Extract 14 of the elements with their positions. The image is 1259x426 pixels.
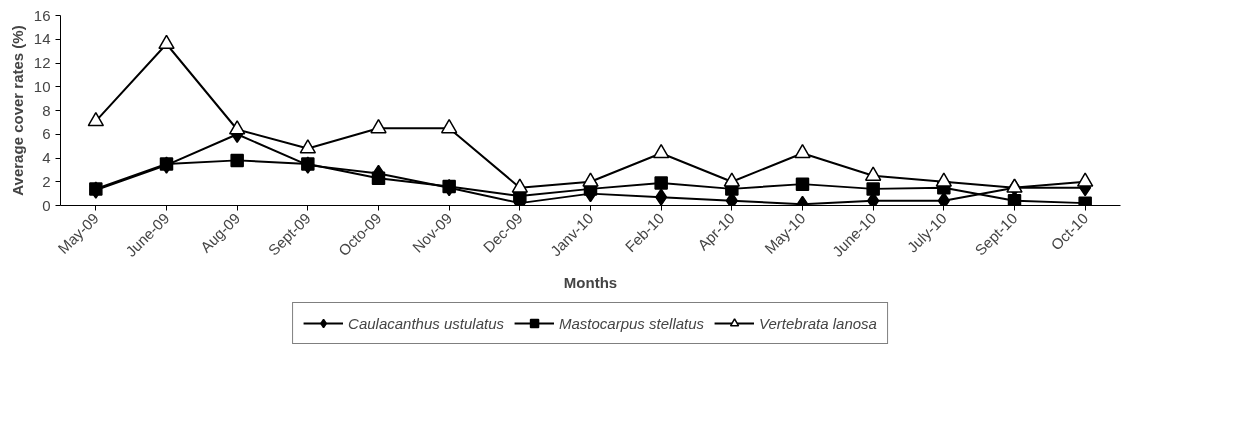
y-tick-label: 8: [42, 101, 51, 119]
x-axis-title: Months: [563, 273, 618, 291]
y-tick-label: 0: [42, 196, 51, 214]
y-tick-label: 2: [42, 172, 51, 190]
legend-label: Caulacanthus ustulatus: [348, 314, 504, 332]
y-axis-title: Average cover rates (%): [8, 25, 26, 196]
legend-label: Mastocarpus stellatus: [559, 314, 705, 332]
y-tick-label: 16: [33, 6, 51, 24]
legend-label: Vertebrata lanosa: [759, 314, 877, 332]
y-tick-label: 10: [33, 77, 51, 95]
y-tick-label: 6: [42, 125, 51, 143]
y-tick-label: 14: [33, 30, 51, 48]
y-tick-label: 4: [42, 149, 51, 166]
y-tick-label: 12: [33, 54, 51, 71]
